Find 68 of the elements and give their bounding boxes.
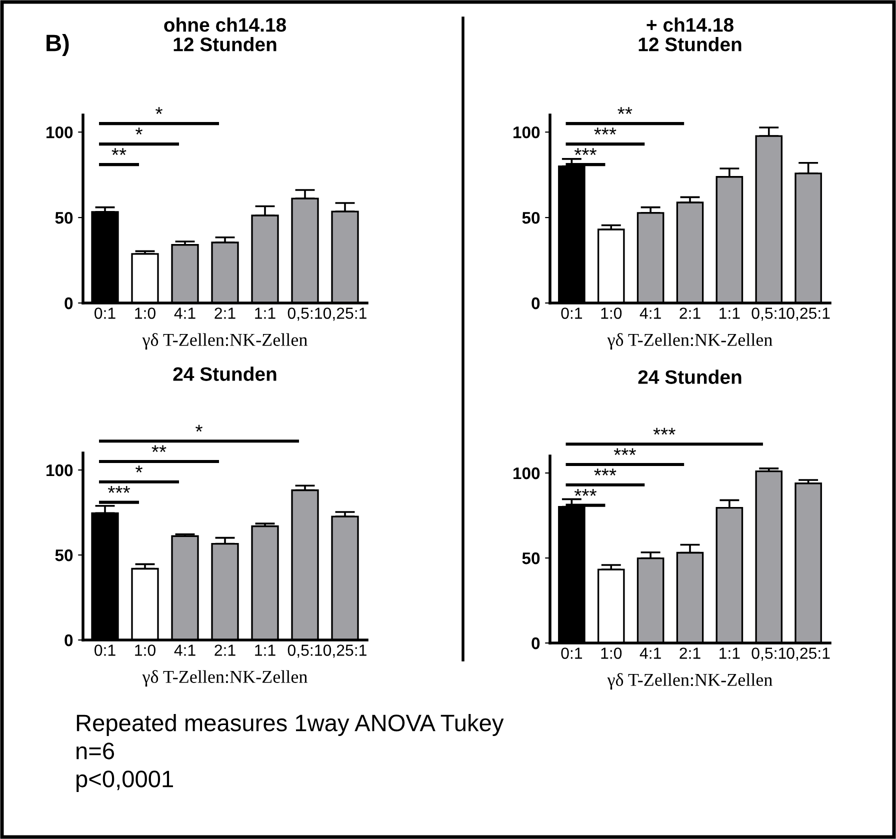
x-tick-label: 1:1	[720, 308, 740, 319]
x-tick-label: 2:1	[680, 308, 700, 319]
x-tick-label: 0,25:1	[786, 648, 830, 661]
text: ***	[614, 448, 636, 456]
x-tick-label: 1:1	[255, 308, 276, 319]
annotation: ***	[594, 128, 616, 135]
chart-title: 24 Stunden	[638, 370, 742, 384]
x-tick-label: 0,5:1	[752, 648, 786, 661]
text: B)	[46, 34, 69, 56]
x-tick-label: 0,25:1	[323, 308, 366, 321]
x-tick-label: 0:1	[561, 308, 582, 319]
y-tick-label: 50	[522, 212, 540, 224]
text: n=6	[76, 742, 114, 760]
x-tick-label: 1:1	[720, 648, 740, 659]
text: p<0,0001	[76, 770, 173, 792]
x-tick-label: 1:0	[135, 308, 156, 319]
x-tick-label: 4:1	[174, 644, 196, 656]
annotation: **	[112, 148, 126, 156]
text: Repeated measures 1way ANOVA Tukey	[76, 714, 504, 736]
x-tick-label: 0,25:1	[323, 644, 366, 658]
x-tick-label: 2:1	[214, 644, 236, 656]
chart-title: ohne ch14.18	[164, 17, 286, 32]
y-tick-label: 100	[514, 126, 540, 138]
y-tick-label: 50	[55, 212, 73, 224]
chart-title: + ch14.18	[646, 17, 734, 32]
y-tick-label: 100	[514, 467, 540, 480]
y-tick-label: 50	[55, 549, 73, 562]
text: **	[618, 107, 632, 114]
annotation: *	[136, 466, 142, 472]
annotation: ***	[594, 468, 616, 476]
chart-subtitle: 12 Stunden	[174, 37, 276, 52]
x-tick-label: 0,5:1	[288, 308, 322, 321]
annotation: ***	[108, 486, 130, 493]
y-tick-label: 0	[64, 634, 73, 646]
x-tick-label: 0:1	[94, 308, 116, 319]
x-axis-title: γδ T-Zellen:NK-Zellen	[142, 670, 308, 687]
y-tick-label: 100	[46, 126, 73, 138]
x-tick-label: 1:0	[601, 308, 622, 319]
annotation: ***	[574, 489, 597, 496]
chart-subtitle: 12 Stunden	[638, 37, 742, 52]
annotation: ***	[574, 148, 597, 156]
x-axis-title: γδ T-Zellen:NK-Zellen	[142, 333, 308, 350]
chart-title: 24 Stunden	[173, 366, 276, 381]
x-tick-label: 0:1	[94, 644, 116, 656]
x-tick-label: 1:0	[601, 648, 622, 659]
x-tick-label: 0,5:1	[752, 308, 786, 321]
annotation: *	[136, 128, 142, 135]
x-tick-label: 1:0	[135, 644, 156, 656]
x-axis-title: γδ T-Zellen:NK-Zellen	[607, 333, 772, 350]
x-tick-label: 2:1	[680, 648, 700, 659]
y-tick-label: 0	[64, 297, 73, 310]
x-tick-label: 4:1	[640, 308, 661, 319]
text: *	[156, 107, 162, 114]
y-tick-label: 100	[46, 464, 73, 476]
y-tick-label: 0	[532, 637, 540, 650]
x-tick-label: 2:1	[214, 308, 236, 319]
y-tick-label: 0	[532, 297, 540, 310]
x-tick-label: 0,5:1	[288, 644, 322, 658]
text: *	[196, 424, 202, 432]
x-tick-label: 0:1	[561, 648, 582, 659]
text: ***	[653, 428, 676, 435]
x-tick-label: 0,25:1	[786, 308, 830, 321]
text: **	[152, 445, 166, 452]
x-axis-title: γδ T-Zellen:NK-Zellen	[607, 673, 772, 690]
y-tick-label: 50	[522, 552, 540, 564]
x-tick-label: 4:1	[640, 648, 661, 659]
x-tick-label: 1:1	[255, 644, 276, 656]
x-tick-label: 4:1	[174, 308, 196, 319]
